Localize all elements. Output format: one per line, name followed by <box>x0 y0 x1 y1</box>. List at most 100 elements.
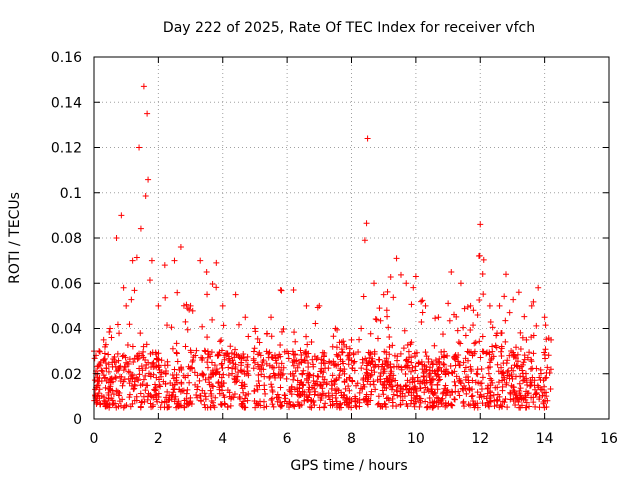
data-point <box>134 356 141 363</box>
data-point <box>238 402 245 409</box>
data-point <box>456 375 463 382</box>
data-point <box>411 403 418 410</box>
data-point <box>308 404 315 411</box>
data-point <box>227 343 234 350</box>
data-point <box>321 376 328 383</box>
data-point <box>299 388 306 395</box>
data-point <box>269 401 276 408</box>
data-point <box>137 390 144 397</box>
data-point <box>381 400 388 407</box>
data-point <box>194 386 201 393</box>
data-point <box>341 366 348 373</box>
data-point-peak <box>203 268 210 275</box>
data-point <box>432 315 439 322</box>
data-point <box>529 365 536 372</box>
data-point <box>378 363 385 370</box>
data-point <box>232 346 239 353</box>
data-point <box>544 364 551 371</box>
data-point <box>390 363 397 370</box>
data-point <box>105 361 112 368</box>
data-point <box>294 364 301 371</box>
data-point <box>225 372 232 379</box>
data-point <box>354 380 361 387</box>
data-point-peak <box>364 135 371 142</box>
data-point <box>404 358 411 365</box>
data-point <box>394 392 401 399</box>
data-point <box>442 382 449 389</box>
data-point <box>381 348 388 355</box>
data-point <box>331 381 338 388</box>
data-point <box>356 336 363 343</box>
data-point <box>426 374 433 381</box>
data-point-peak <box>268 314 275 321</box>
data-point <box>91 355 98 362</box>
data-point <box>137 225 144 232</box>
data-point <box>445 300 452 307</box>
data-point <box>130 386 137 393</box>
data-point <box>528 379 535 386</box>
data-point <box>213 366 220 373</box>
data-point <box>486 349 493 356</box>
y-tick-label: 0 <box>73 412 82 428</box>
data-point <box>142 387 149 394</box>
data-point <box>533 390 540 397</box>
data-point <box>502 396 509 403</box>
data-point-peak <box>290 287 297 294</box>
data-point <box>213 284 220 291</box>
data-point <box>321 349 328 356</box>
data-point <box>142 193 149 200</box>
data-point <box>467 366 474 373</box>
data-point <box>541 389 548 396</box>
data-point <box>540 398 547 405</box>
data-point <box>408 301 415 308</box>
data-point <box>465 379 472 386</box>
data-point <box>182 318 189 325</box>
data-point <box>403 362 410 369</box>
data-point <box>108 334 115 341</box>
data-point <box>399 397 406 404</box>
data-point <box>102 384 109 391</box>
data-point <box>278 328 285 335</box>
data-point <box>289 370 296 377</box>
chart-title: Day 222 of 2025, Rate Of TEC Index for r… <box>163 20 535 36</box>
data-point <box>386 377 393 384</box>
data-point <box>425 355 432 362</box>
data-point <box>143 341 150 348</box>
data-point <box>268 384 275 391</box>
data-point <box>238 355 245 362</box>
data-point <box>455 339 462 346</box>
data-point <box>120 378 127 385</box>
data-point <box>518 402 525 409</box>
data-point <box>383 307 390 314</box>
data-point <box>174 358 181 365</box>
data-point <box>387 364 394 371</box>
data-point <box>394 353 401 360</box>
data-point <box>317 368 324 375</box>
data-point <box>383 355 390 362</box>
data-point <box>227 402 234 409</box>
data-point <box>143 361 150 368</box>
data-point <box>120 352 127 359</box>
data-point <box>439 331 446 338</box>
data-point <box>399 390 406 397</box>
data-point-peak <box>503 271 509 278</box>
data-point-peak <box>348 336 355 343</box>
data-point <box>402 370 409 377</box>
data-point <box>101 400 108 407</box>
data-point <box>153 363 160 370</box>
data-point <box>454 327 461 334</box>
data-point <box>231 391 238 398</box>
data-point <box>528 334 535 341</box>
data-point <box>205 350 212 357</box>
data-point <box>171 386 178 393</box>
data-point <box>338 389 345 396</box>
data-point-peak <box>100 336 107 343</box>
data-point <box>251 359 258 366</box>
data-point <box>419 309 426 316</box>
data-point <box>477 354 484 361</box>
data-point <box>371 348 378 355</box>
data-point <box>204 364 211 371</box>
data-point <box>263 330 270 337</box>
data-point <box>335 361 342 368</box>
data-point <box>290 376 297 383</box>
